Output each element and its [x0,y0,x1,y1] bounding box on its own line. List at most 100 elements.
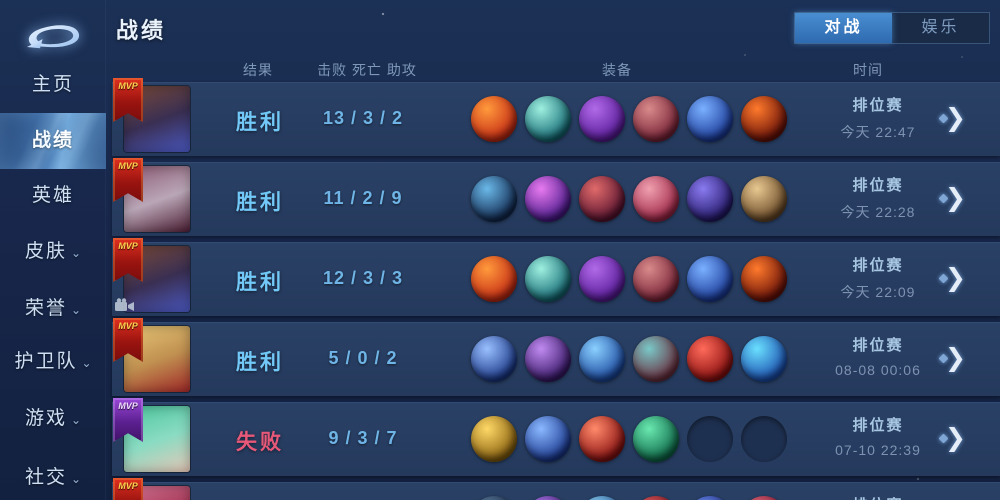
item-icon[interactable] [687,496,733,500]
mvp-label: MVP [118,481,138,491]
match-time: 今天 22:47 [840,124,916,140]
item-icon[interactable] [687,256,733,302]
equipment-list [471,336,787,382]
page-title: 战绩 [116,18,167,43]
item-icon[interactable] [741,176,787,222]
match-mode-block: 排位赛 今天 22:47 [808,94,948,142]
table-column-headers: 结果 击败 死亡 助攻 装备 时间 [0,60,1000,80]
item-icon[interactable] [579,256,625,302]
kda-value: 9 / 3 / 7 [328,428,398,448]
match-row[interactable]: MVP 胜利 11 / 2 / 9 排位赛 今天 22:28 ❯ [112,158,1000,236]
sidebar-item-social[interactable]: 社交 ⌄ [0,456,106,500]
kda-value: 5 / 0 / 2 [328,348,398,368]
equipment-list [471,256,787,302]
item-icon[interactable] [579,176,625,222]
sidebar-item-label: 游戏 [24,408,67,429]
mode-tabs: 对战 娱乐 [794,12,990,44]
item-icon[interactable] [471,416,517,462]
item-icon[interactable] [633,416,679,462]
match-mode: 排位赛 [852,337,904,354]
equipment-list [471,176,787,222]
item-icon[interactable] [471,256,517,302]
match-time: 今天 22:09 [840,284,916,300]
sidebar-item-label: 荣誉 [24,298,67,319]
match-time: 07-10 22:39 [835,442,921,458]
item-icon[interactable] [579,496,625,500]
item-icon[interactable] [687,176,733,222]
sidebar-item-guard[interactable]: 护卫队 ⌄ [0,340,106,384]
item-icon[interactable] [525,256,571,302]
item-icon[interactable] [687,336,733,382]
chevron-right-icon: ❯ [945,184,966,212]
sidebar-item-label: 皮肤 [24,241,67,262]
row-detail-arrow[interactable]: ❯ [938,343,966,373]
row-detail-arrow[interactable]: ❯ [938,183,966,213]
item-icon[interactable] [525,336,571,382]
item-icon[interactable] [579,96,625,142]
item-icon[interactable] [579,336,625,382]
chevron-right-icon: ❯ [945,344,966,372]
row-detail-arrow[interactable]: ❯ [938,423,966,453]
chevron-right-icon: ❯ [945,424,966,452]
row-detail-arrow[interactable]: ❯ [938,103,966,133]
item-icon[interactable] [471,496,517,500]
match-row[interactable]: MVP 胜利 5 / 0 / 2 排位赛 08-08 00:06 ❯ [112,318,1000,396]
sidebar-item-skins[interactable]: 皮肤 ⌄ [0,230,106,274]
column-header-time: 时间 [853,62,883,78]
chevron-down-icon: ⌄ [70,303,82,317]
chevron-right-icon: ❯ [945,104,966,132]
item-icon[interactable] [525,176,571,222]
match-result: 胜利 [236,351,284,374]
match-time: 今天 22:28 [840,204,916,220]
sidebar-item-games[interactable]: 游戏 ⌄ [0,397,106,441]
equipment-list [471,416,787,462]
sidebar-item-heroes[interactable]: 英雄 [0,174,106,218]
match-result: 胜利 [236,191,284,214]
tab-battle[interactable]: 对战 [795,13,892,43]
match-row[interactable]: MVP 胜利 12 / 3 / 3 排位赛 今天 22:09 ❯ [112,238,1000,316]
row-detail-arrow[interactable]: ❯ [938,263,966,293]
tab-entertainment[interactable]: 娱乐 [921,19,960,36]
mvp-badge: MVP [113,478,143,500]
mvp-label: MVP [118,81,138,91]
item-icon[interactable] [579,416,625,462]
item-icon[interactable] [741,496,787,500]
item-icon[interactable] [525,96,571,142]
item-icon[interactable] [687,96,733,142]
item-icon[interactable] [633,336,679,382]
mvp-label: MVP [118,161,138,171]
item-icon[interactable] [633,256,679,302]
sidebar-item-label: 主页 [31,74,74,95]
item-icon[interactable] [741,256,787,302]
match-result: 胜利 [236,271,284,294]
match-row[interactable]: MVP 排位赛 ❯ [112,478,1000,500]
equipment-list [471,96,787,142]
item-icon[interactable] [525,416,571,462]
item-icon[interactable] [471,96,517,142]
match-time: 08-08 00:06 [835,362,921,378]
sidebar-item-honor[interactable]: 荣誉 ⌄ [0,287,106,331]
chevron-down-icon: ⌄ [70,472,82,486]
match-row[interactable]: MVP 胜利 13 / 3 / 2 排位赛 今天 22:47 ❯ [112,78,1000,156]
item-icon[interactable] [741,96,787,142]
item-icon[interactable] [633,176,679,222]
sidebar-item-label: 社交 [24,467,67,488]
sidebar-item-records[interactable]: 战绩 [0,113,106,169]
match-mode-block: 排位赛 [808,494,948,500]
column-header-equipment: 装备 [602,62,632,78]
item-icon[interactable] [633,496,679,500]
item-icon[interactable] [471,336,517,382]
match-row[interactable]: MVP 失败 9 / 3 / 7 排位赛 07-10 22:39 ❯ [112,398,1000,476]
chevron-right-icon: ❯ [945,264,966,292]
item-icon[interactable] [633,96,679,142]
column-header-kda: 击败 死亡 助攻 [317,62,417,78]
item-icon[interactable] [525,496,571,500]
sidebar-item-home[interactable]: 主页 [0,63,106,107]
sidebar-item-label: 战绩 [31,130,74,151]
item-icon[interactable] [471,176,517,222]
replay-camera-icon[interactable] [115,298,135,314]
back-swoosh-logo[interactable] [14,6,92,58]
item-icon[interactable] [741,336,787,382]
match-mode-block: 排位赛 07-10 22:39 [808,414,948,458]
mvp-label: MVP [118,241,138,251]
